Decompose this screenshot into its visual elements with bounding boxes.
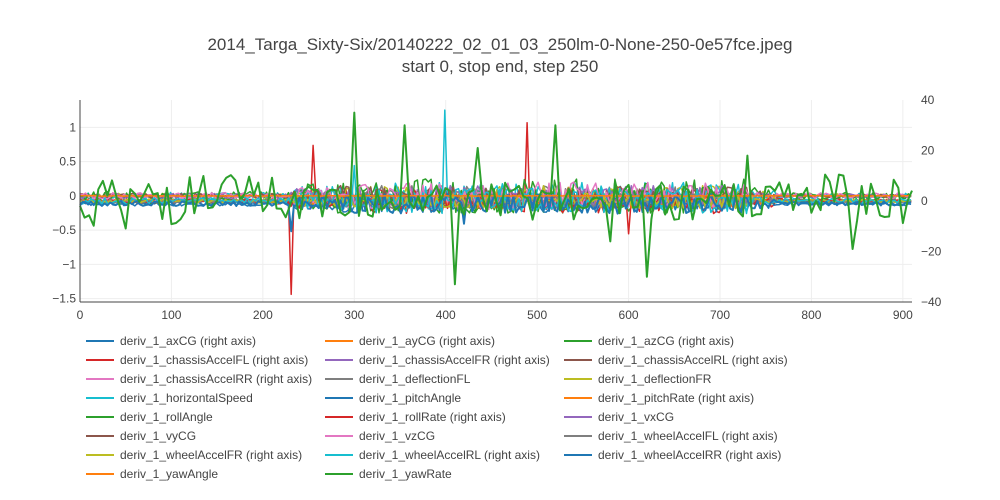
y2-tick-label: 0	[921, 194, 928, 208]
legend-item[interactable]: deriv_1_chassisAccelFL (right axis)	[86, 353, 308, 367]
x-tick-label: 800	[801, 308, 821, 322]
legend-label: deriv_1_deflectionFR	[598, 372, 712, 386]
legend[interactable]: deriv_1_axCG (right axis) deriv_1_ayCG (r…	[86, 334, 788, 481]
y-tick-label: 0.5	[59, 155, 76, 169]
legend-label: deriv_1_vzCG	[359, 429, 435, 443]
legend-item[interactable]: deriv_1_deflectionFL	[325, 372, 471, 386]
legend-item[interactable]: deriv_1_ayCG (right axis)	[325, 334, 495, 348]
legend-item[interactable]: deriv_1_rollAngle	[86, 410, 213, 424]
legend-label: deriv_1_horizontalSpeed	[120, 391, 253, 405]
legend-item[interactable]: deriv_1_wheelAccelFR (right axis)	[86, 448, 302, 462]
x-tick-label: 100	[161, 308, 181, 322]
legend-item[interactable]: deriv_1_vzCG	[325, 429, 435, 443]
legend-label: deriv_1_chassisAccelFR (right axis)	[359, 353, 550, 367]
x-tick-label: 900	[893, 308, 913, 322]
series-layer	[79, 109, 913, 296]
legend-label: deriv_1_vyCG	[120, 429, 196, 443]
legend-item[interactable]: deriv_1_chassisAccelRR (right axis)	[86, 372, 312, 386]
legend-item[interactable]: deriv_1_pitchRate (right axis)	[564, 391, 754, 405]
chart-subtitle: start 0, stop end, step 250	[402, 57, 599, 76]
x-tick-label: 700	[710, 308, 730, 322]
legend-item[interactable]: deriv_1_chassisAccelRL (right axis)	[564, 353, 788, 367]
y-tick-label: −1	[62, 257, 76, 271]
y2-tick-label: 40	[921, 93, 935, 107]
y-tick-label: 1	[69, 120, 76, 134]
series-line-3[interactable]	[79, 121, 912, 296]
y2-tick-label: 20	[921, 144, 935, 158]
legend-label: deriv_1_axCG (right axis)	[120, 334, 256, 348]
legend-label: deriv_1_wheelAccelRR (right axis)	[598, 448, 781, 462]
legend-item[interactable]: deriv_1_wheelAccelRL (right axis)	[325, 448, 540, 462]
y-tick-label: 0	[69, 189, 76, 203]
legend-item[interactable]: deriv_1_deflectionFR	[564, 372, 712, 386]
legend-item[interactable]: deriv_1_rollRate (right axis)	[325, 410, 506, 424]
legend-label: deriv_1_ayCG (right axis)	[359, 334, 495, 348]
chart-title: 2014_Targa_Sixty-Six/20140222_02_01_03_2…	[207, 35, 792, 54]
legend-item[interactable]: deriv_1_horizontalSpeed	[86, 391, 253, 405]
legend-label: deriv_1_yawRate	[359, 467, 452, 481]
legend-item[interactable]: deriv_1_yawAngle	[86, 467, 218, 481]
legend-item[interactable]: deriv_1_axCG (right axis)	[86, 334, 256, 348]
axes: 0 100 200 300 400 500 600 700 800 900−1.5−1−0.500…	[52, 93, 941, 322]
x-tick-label: 400	[436, 308, 456, 322]
x-tick-label: 500	[527, 308, 547, 322]
legend-label: deriv_1_pitchAngle	[359, 391, 461, 405]
y-tick-label: −0.5	[52, 223, 76, 237]
x-tick-label: 0	[77, 308, 84, 322]
y2-tick-label: −40	[921, 295, 942, 309]
legend-item[interactable]: deriv_1_pitchAngle	[325, 391, 461, 405]
y2-tick-label: −20	[921, 245, 942, 259]
legend-item[interactable]: deriv_1_azCG (right axis)	[564, 334, 734, 348]
legend-item[interactable]: deriv_1_vyCG	[86, 429, 196, 443]
legend-item[interactable]: deriv_1_chassisAccelFR (right axis)	[325, 353, 550, 367]
legend-label: deriv_1_chassisAccelRL (right axis)	[598, 353, 788, 367]
legend-label: deriv_1_azCG (right axis)	[598, 334, 734, 348]
legend-item[interactable]: deriv_1_wheelAccelFL (right axis)	[564, 429, 778, 443]
legend-label: deriv_1_pitchRate (right axis)	[598, 391, 754, 405]
legend-item[interactable]: deriv_1_vxCG	[564, 410, 674, 424]
legend-item[interactable]: deriv_1_yawRate	[325, 467, 452, 481]
y-tick-label: −1.5	[52, 292, 76, 306]
legend-label: deriv_1_chassisAccelFL (right axis)	[120, 353, 308, 367]
legend-label: deriv_1_vxCG	[598, 410, 674, 424]
legend-label: deriv_1_wheelAccelRL (right axis)	[359, 448, 540, 462]
series-line-22[interactable]	[79, 111, 913, 286]
legend-label: deriv_1_deflectionFL	[359, 372, 471, 386]
x-tick-label: 300	[344, 308, 364, 322]
x-tick-label: 600	[619, 308, 639, 322]
legend-label: deriv_1_wheelAccelFR (right axis)	[120, 448, 302, 462]
legend-item[interactable]: deriv_1_wheelAccelRR (right axis)	[564, 448, 781, 462]
legend-label: deriv_1_yawAngle	[120, 467, 218, 481]
legend-label: deriv_1_wheelAccelFL (right axis)	[598, 429, 778, 443]
legend-label: deriv_1_chassisAccelRR (right axis)	[120, 372, 312, 386]
x-tick-label: 200	[253, 308, 273, 322]
legend-label: deriv_1_rollRate (right axis)	[359, 410, 506, 424]
legend-label: deriv_1_rollAngle	[120, 410, 213, 424]
